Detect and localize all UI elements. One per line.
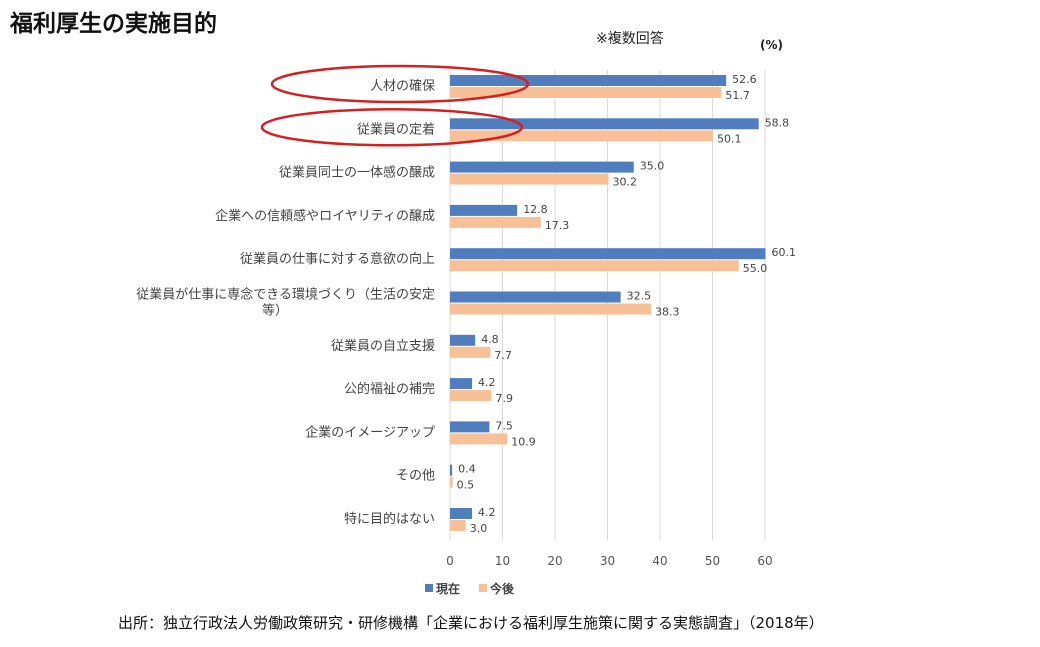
data-label: 38.3 (655, 306, 680, 319)
data-label: 60.1 (772, 246, 797, 259)
data-label: 17.3 (545, 219, 570, 232)
data-label: 7.9 (495, 392, 512, 405)
data-label: 12.8 (523, 203, 548, 216)
data-label: 58.8 (765, 116, 790, 129)
bar-future (450, 390, 492, 402)
category-label: 企業への信頼感やロイヤリティの醸成 (215, 208, 435, 224)
bar-future (450, 87, 722, 98)
data-label: 32.5 (627, 290, 652, 303)
legend-label: 現在 (436, 581, 460, 596)
bar-future (450, 303, 652, 315)
x-tick-label: 0 (446, 554, 454, 568)
category-label: 従業員の定着 (357, 121, 435, 137)
bar-future (450, 260, 739, 272)
x-tick-label: 10 (495, 554, 510, 568)
category-label: 従業員の自立支援 (331, 338, 435, 354)
data-label: 7.5 (495, 419, 513, 432)
multiple-answers-note: ※複数回答 (596, 31, 664, 47)
data-label: 55.0 (743, 262, 768, 275)
category-label: 人材の確保 (370, 78, 435, 94)
bar-current (450, 508, 473, 519)
category-label: 等） (262, 303, 288, 319)
bar-future (450, 173, 609, 185)
category-label: 企業のイメージアップ (305, 424, 435, 440)
highlight-ellipse (260, 108, 524, 147)
x-tick-label: 40 (652, 554, 667, 568)
legend-label: 今後 (489, 581, 515, 596)
bar-future (450, 216, 541, 228)
data-label: 10.9 (511, 435, 535, 448)
data-label: 0.4 (458, 463, 476, 476)
bar-future (450, 130, 714, 142)
bar-future (450, 476, 453, 488)
bar-future (450, 520, 466, 531)
bar-current (450, 291, 621, 303)
bar-future (450, 433, 508, 445)
data-label: 3.0 (470, 522, 488, 535)
data-label: 0.5 (457, 479, 475, 492)
data-label: 52.6 (732, 73, 757, 86)
page-title: 福利厚生の実施目的 (10, 11, 217, 37)
x-tick-label: 50 (705, 554, 720, 568)
bar-current (450, 75, 727, 86)
bar-current (450, 161, 634, 173)
x-tick-label: 20 (547, 554, 562, 568)
bar-current (450, 204, 518, 216)
data-label: 4.2 (478, 376, 496, 389)
data-label: 4.2 (478, 506, 496, 519)
bar-current (450, 421, 490, 433)
data-label: 35.0 (640, 160, 665, 173)
category-label: 特に目的はない (344, 511, 435, 527)
data-label: 4.8 (481, 333, 499, 346)
x-tick-label: 60 (757, 554, 772, 568)
legend-swatch (479, 584, 487, 592)
bar-current (450, 464, 453, 476)
data-label: 51.7 (725, 89, 750, 102)
bar-current (450, 248, 766, 260)
category-label: 公的福祉の補完 (344, 381, 435, 397)
bar-current (450, 118, 759, 130)
bar-future (450, 346, 491, 358)
source-citation: 出所：独立行政法人労働政策研究・研修機構「企業における福利厚生施策に関する実態調… (118, 614, 824, 632)
bar-current (450, 378, 473, 390)
category-label: その他 (396, 469, 435, 484)
unit-label: (%) (760, 38, 783, 52)
legend-swatch (425, 584, 433, 592)
category-label: 従業員の仕事に対する意欲の向上 (240, 251, 435, 267)
highlight-ellipse (270, 64, 530, 104)
data-label: 50.1 (717, 132, 742, 145)
bar-current (450, 334, 476, 346)
category-label: 従業員同士の一体感の醸成 (279, 165, 435, 181)
x-tick-label: 30 (600, 554, 615, 568)
data-label: 30.2 (613, 176, 638, 189)
data-label: 7.7 (494, 349, 512, 362)
category-label: 従業員が仕事に専念できる環境づくり（生活の安定 (136, 287, 435, 303)
